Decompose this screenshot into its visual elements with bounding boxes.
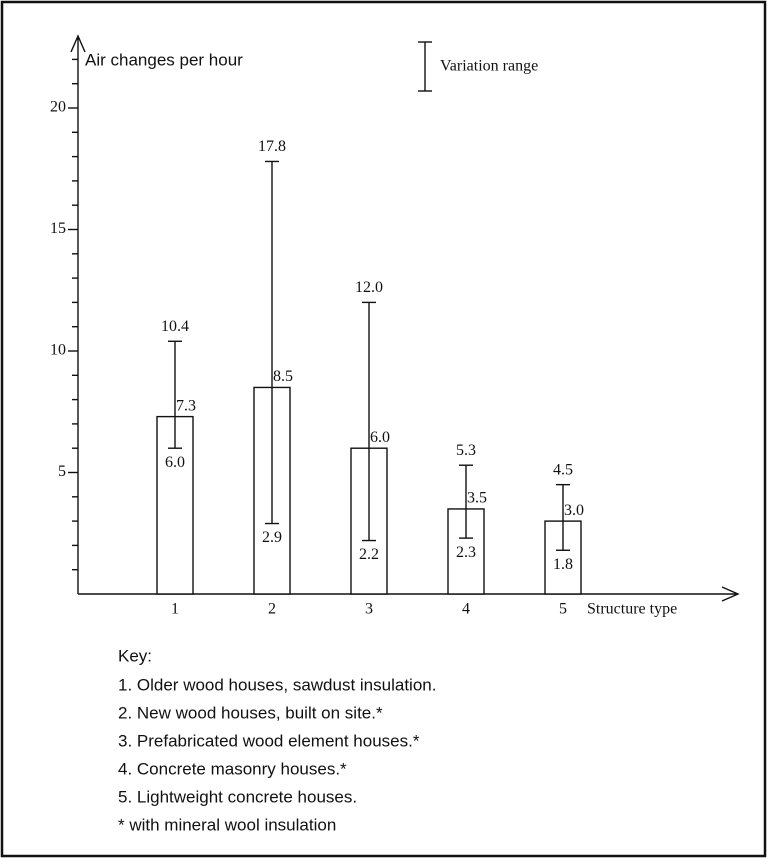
- y-axis-label: Air changes per hour: [85, 50, 243, 69]
- y-tick-label: 5: [58, 463, 66, 480]
- key-item: 3. Prefabricated wood element houses.*: [118, 731, 420, 750]
- value-label: 8.5: [273, 368, 293, 385]
- range-high-label: 12.0: [355, 279, 383, 296]
- y-tick-label: 20: [50, 99, 66, 116]
- value-label: 7.3: [176, 397, 196, 414]
- range-high-label: 17.8: [258, 138, 286, 155]
- x-tick-label: 4: [462, 601, 470, 618]
- range-high-label: 10.4: [161, 318, 189, 335]
- range-low-label: 2.3: [456, 544, 476, 561]
- range-low-label: 2.2: [359, 546, 379, 563]
- range-low-label: 6.0: [165, 454, 185, 471]
- x-tick-label: 1: [171, 601, 179, 618]
- y-tick-label: 10: [50, 342, 66, 359]
- legend-icon: [418, 41, 432, 92]
- key-item: 5. Lightweight concrete houses.: [118, 787, 357, 806]
- key-title: Key:: [118, 646, 152, 665]
- legend-label: Variation range: [440, 58, 538, 75]
- key-item: 2. New wood houses, built on site.*: [118, 703, 383, 722]
- x-tick-label: 2: [268, 601, 276, 618]
- range-high-label: 4.5: [553, 461, 573, 478]
- y-tick-label: 15: [50, 220, 66, 237]
- x-axis-label: Structure type: [587, 601, 677, 618]
- x-tick-label: 3: [365, 601, 373, 618]
- range-low-label: 2.9: [262, 529, 282, 546]
- key-item: 1. Older wood houses, sawdust insulation…: [118, 675, 436, 694]
- value-label: 3.0: [564, 502, 584, 519]
- range-low-label: 1.8: [553, 556, 573, 573]
- x-tick-label: 5: [559, 601, 567, 618]
- value-label: 6.0: [370, 429, 390, 446]
- y-axis: [70, 34, 86, 594]
- key-item: 4. Concrete masonry houses.*: [118, 759, 347, 778]
- value-label: 3.5: [467, 490, 487, 507]
- key-item: * with mineral wool insulation: [118, 815, 336, 834]
- range-high-label: 5.3: [456, 442, 476, 459]
